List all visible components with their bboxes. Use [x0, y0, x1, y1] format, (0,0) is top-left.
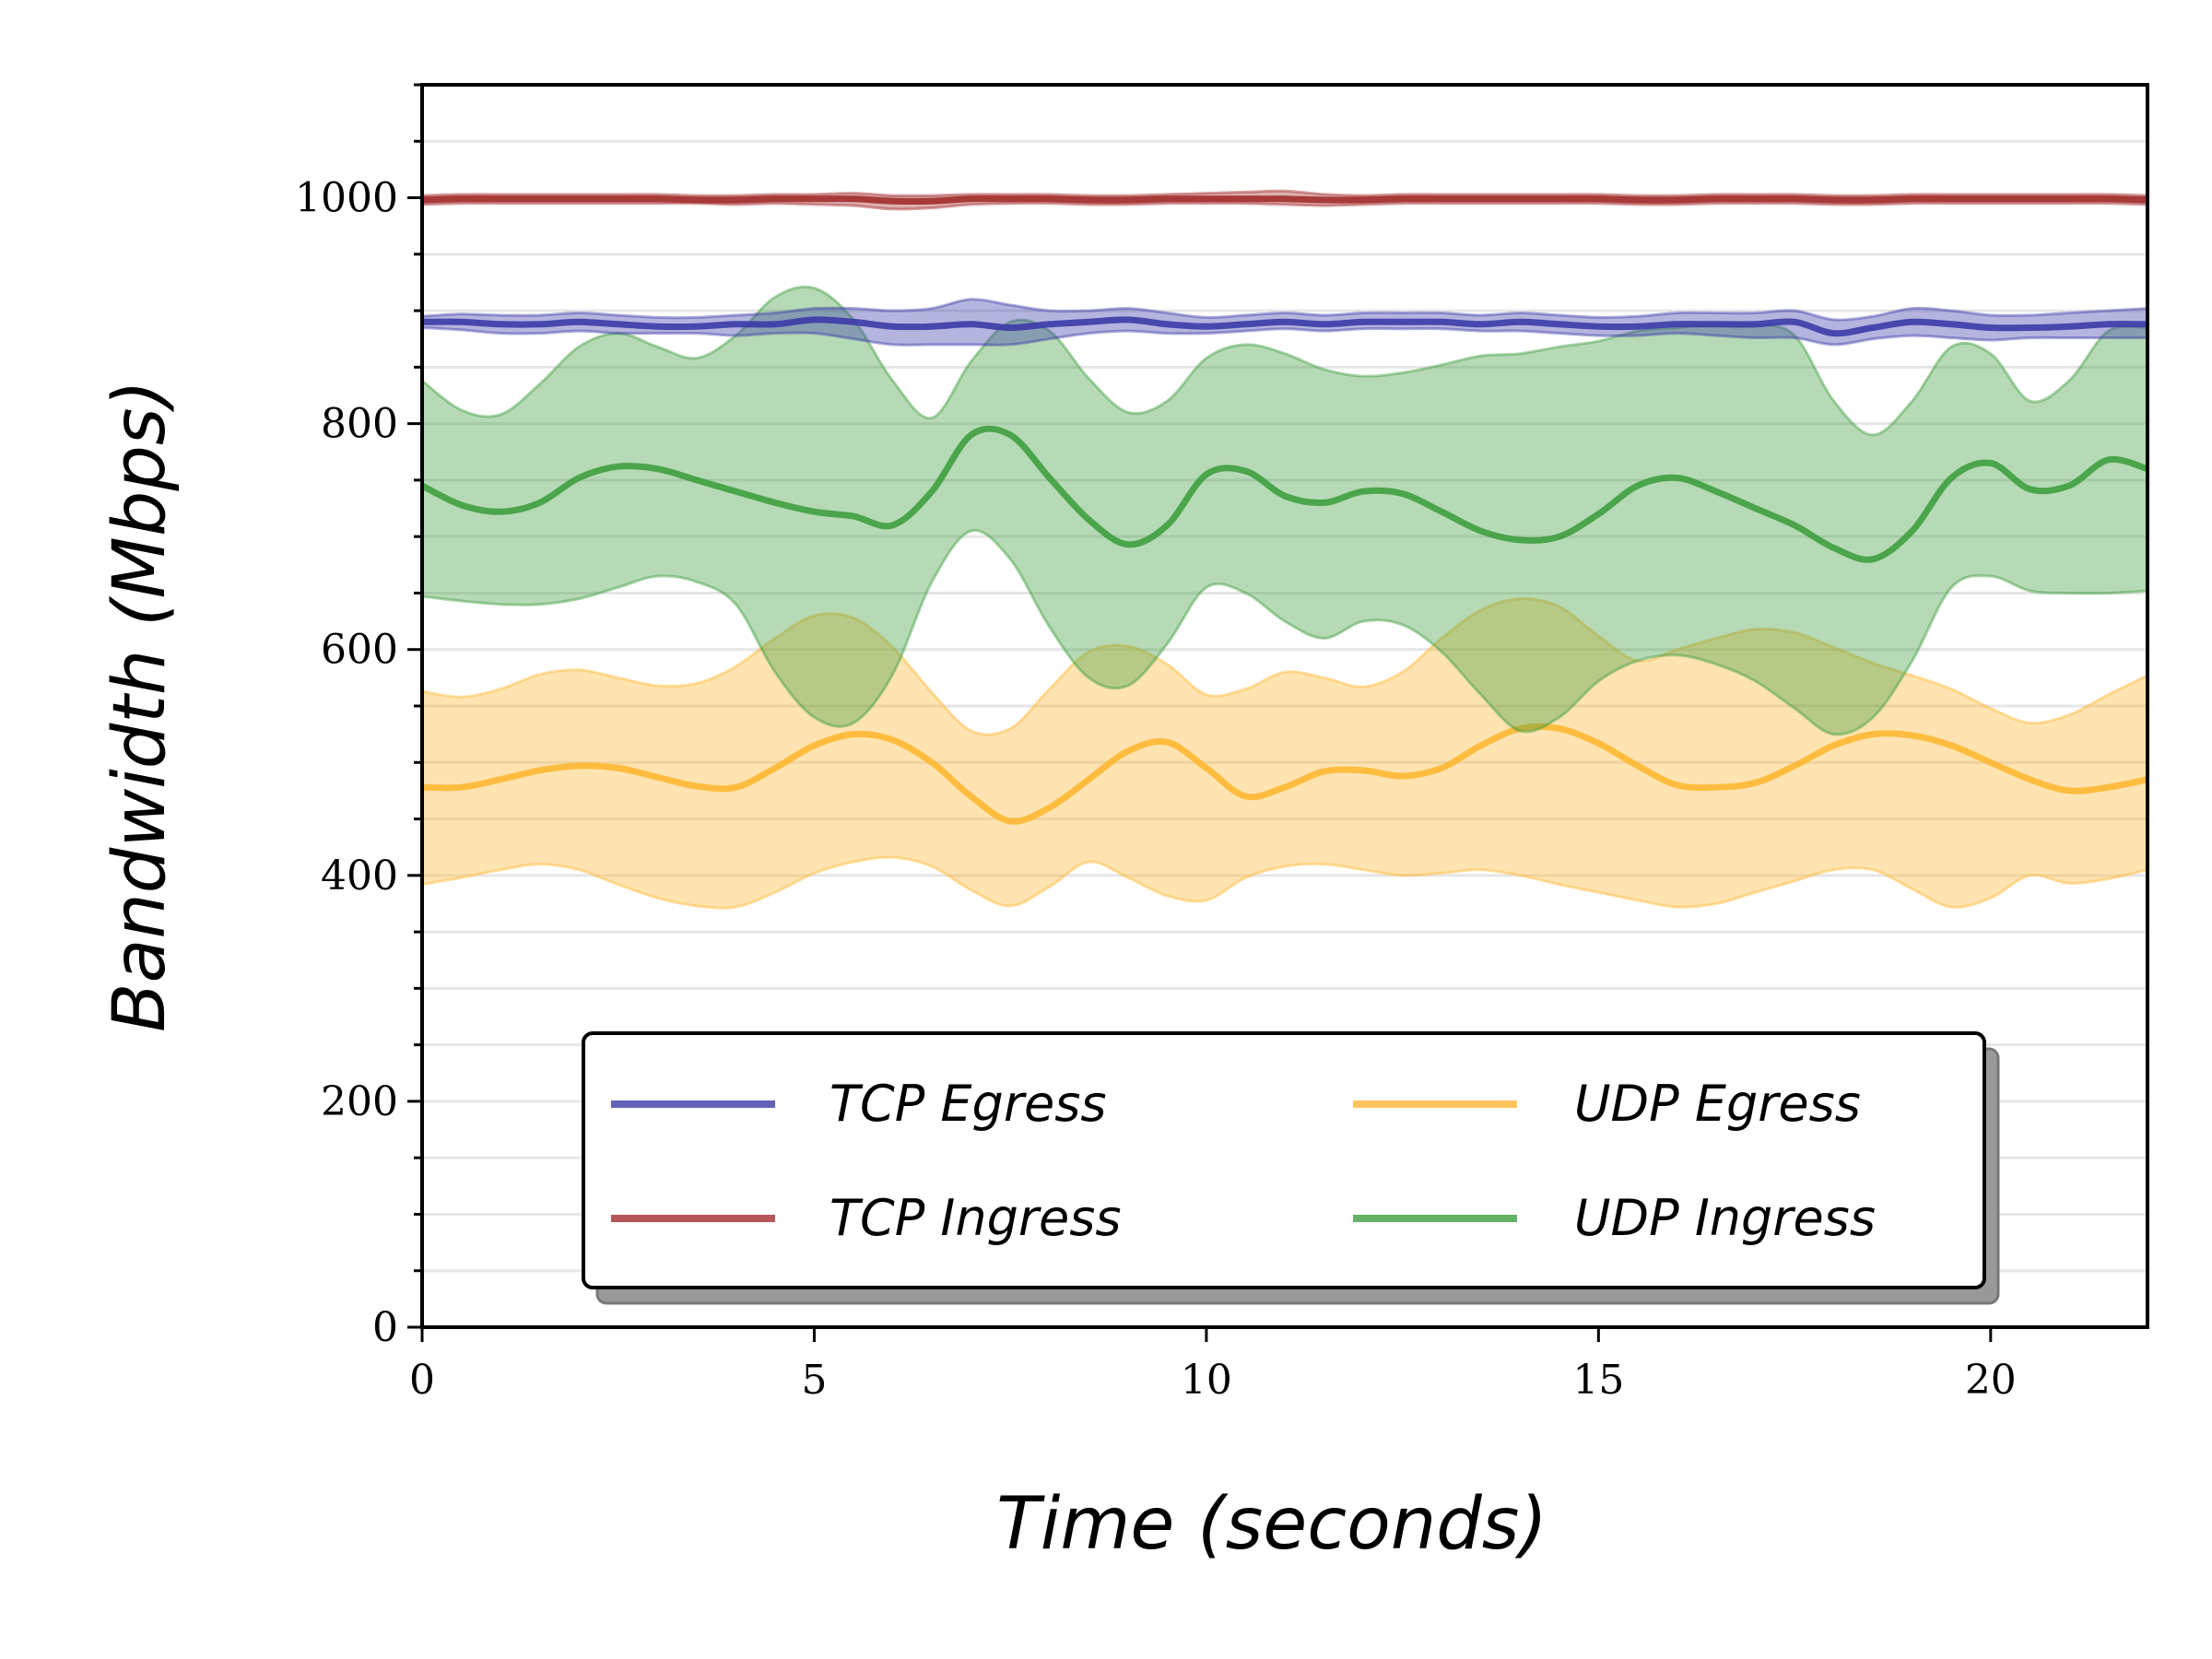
y-tick-label: 0: [372, 1304, 398, 1351]
udp-egress-line: [422, 723, 2147, 825]
x-axis-title: Time (seconds): [996, 1483, 1547, 1566]
series-layer: [422, 189, 2147, 910]
udp-ingress-line: [422, 425, 2147, 563]
tcp-ingress-line: [422, 195, 2147, 205]
legend-label-udp-egress: UDP Egress: [1574, 1075, 1861, 1133]
y-tick-label: 600: [321, 627, 398, 674]
x-tick-label: 15: [1572, 1357, 1624, 1404]
legend-label-udp-ingress: UDP Ingress: [1574, 1189, 1876, 1247]
x-tick-label: 20: [1965, 1357, 2017, 1404]
legend-box: [582, 1031, 1986, 1289]
axis-ticks: 0 200 400 600 800 1000 0 5 10 15 20: [295, 83, 2017, 1404]
x-tick-label: 10: [1181, 1357, 1232, 1404]
udp-egress-band: [422, 597, 2147, 910]
udp-ingress-band: [422, 285, 2147, 736]
x-tick-label: 5: [801, 1357, 827, 1404]
legend-label-tcp-ingress: TCP Ingress: [830, 1189, 1122, 1247]
y-tick-label: 1000: [295, 175, 398, 222]
legend-label-tcp-egress: TCP Egress: [830, 1075, 1107, 1133]
y-tick-label: 200: [321, 1078, 398, 1125]
y-axis-title: Bandwidth (Mbps): [99, 380, 182, 1032]
y-tick-label: 400: [321, 853, 398, 900]
tcp-egress-line: [422, 316, 2147, 337]
y-tick-label: 800: [321, 401, 398, 448]
legend: TCP Egress TCP Ingress UDP Egress UDP Ingre…: [582, 1031, 2000, 1305]
x-tick-label: 0: [409, 1357, 435, 1404]
